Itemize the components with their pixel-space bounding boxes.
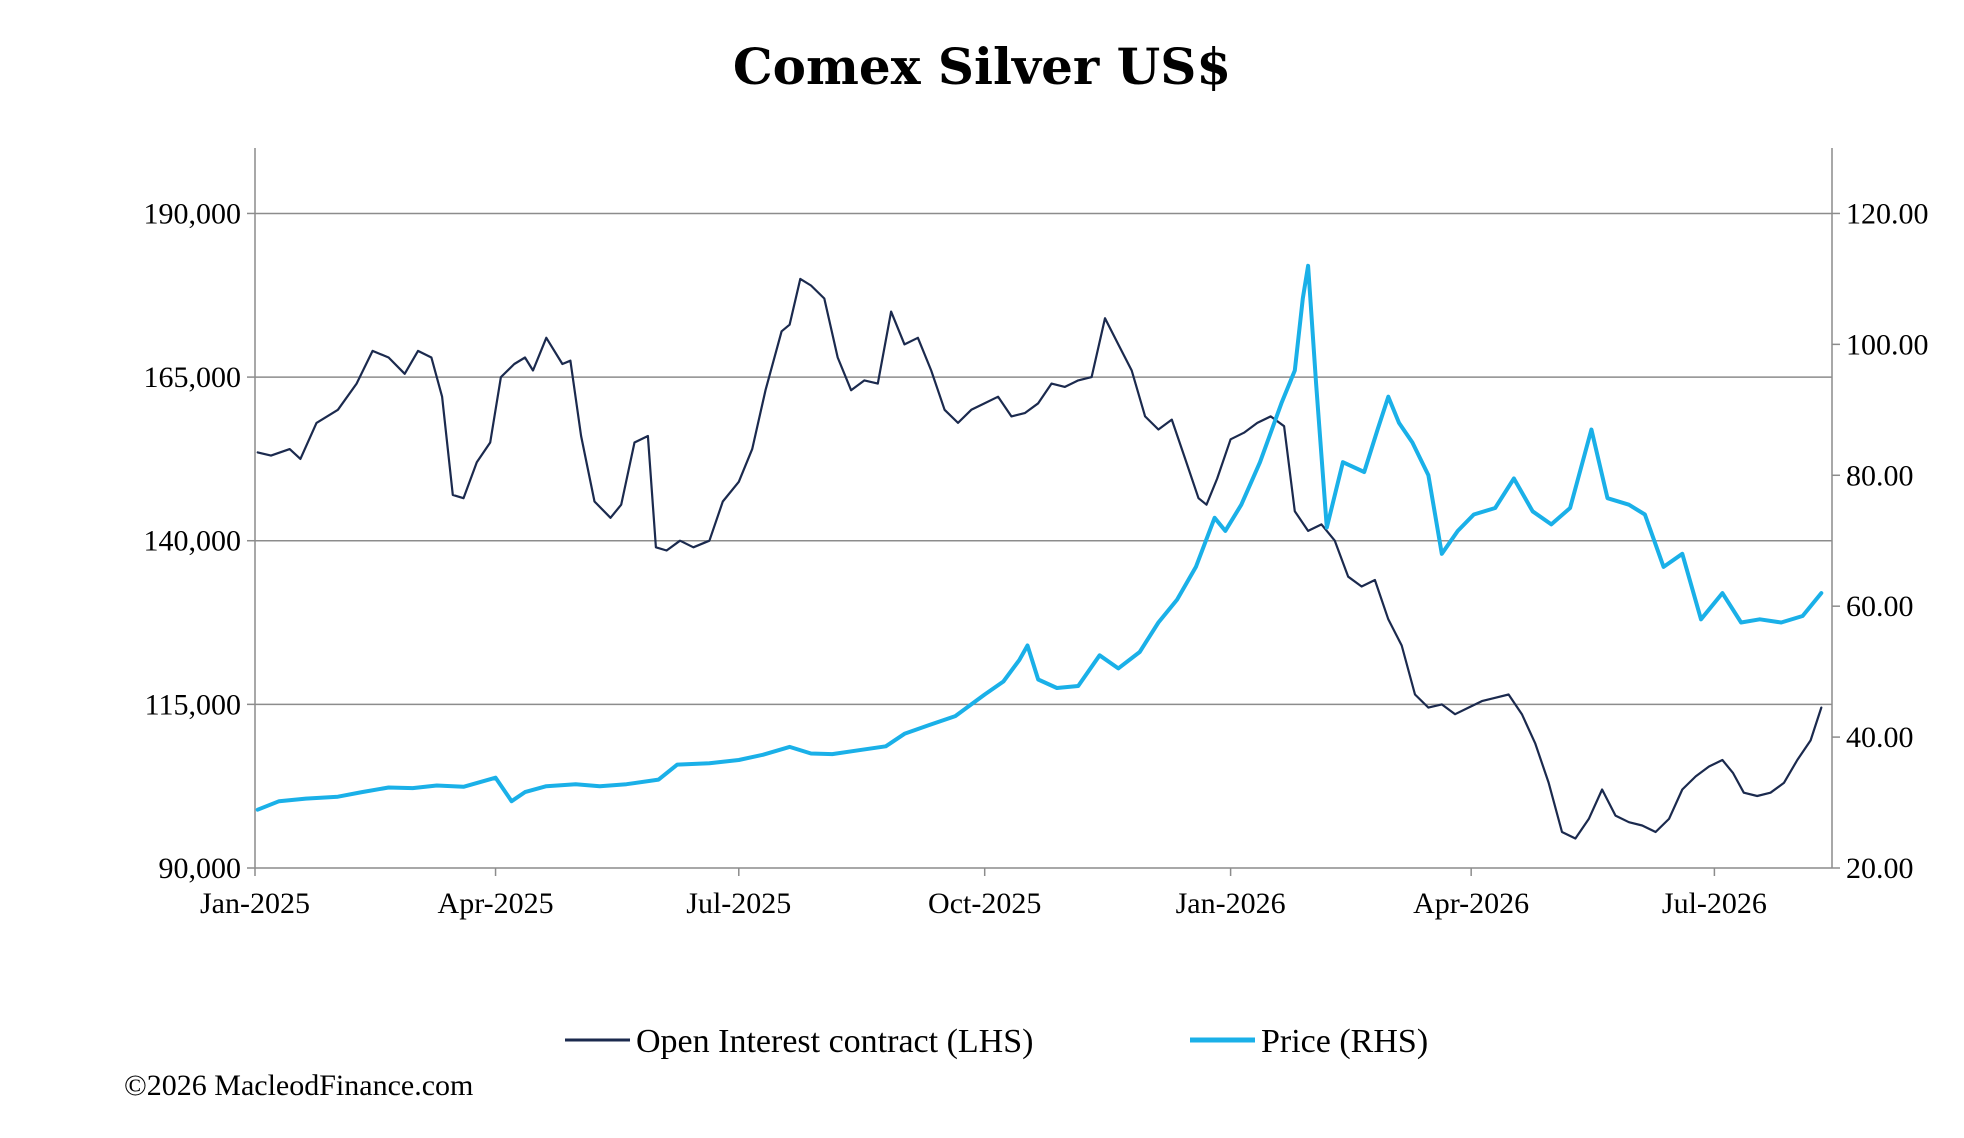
legend: Open Interest contract (LHS) Price (RHS) [565, 1023, 1428, 1060]
legend-label-open-interest: Open Interest contract (LHS) [636, 1023, 1033, 1060]
left-tick-label: 140,000 [144, 525, 242, 558]
x-tick-label: Jul-2025 [686, 887, 791, 920]
right-tick-label: 60.00 [1846, 590, 1914, 623]
axes [254, 148, 1833, 869]
right-tick-label: 80.00 [1846, 459, 1914, 492]
right-tick-label: 120.00 [1846, 197, 1929, 230]
x-axis-ticks: Jan-2025 Apr-2025 Jul-2025 Oct-2025 Jan-2026… [200, 868, 1767, 920]
right-tick-label: 40.00 [1846, 721, 1914, 754]
left-tick-label: 115,000 [145, 688, 241, 721]
gridlines [255, 212, 1832, 706]
x-tick-label: Oct-2025 [928, 887, 1041, 920]
footer-copyright: ©2026 MacleodFinance.com [124, 1069, 473, 1102]
left-tick-label: 190,000 [144, 197, 242, 230]
series-line-price [255, 263, 1824, 812]
x-tick-label: Jul-2026 [1662, 887, 1767, 920]
legend-label-price: Price (RHS) [1261, 1023, 1428, 1060]
chart-title: Comex Silver US$ [733, 37, 1231, 96]
left-tick-label: 165,000 [144, 361, 242, 394]
x-tick-label: Apr-2025 [438, 887, 554, 920]
series-line-open-interest [256, 277, 1823, 840]
right-tick-label: 100.00 [1846, 328, 1929, 361]
right-tick-label: 20.00 [1846, 852, 1914, 885]
left-tick-label: 90,000 [159, 852, 242, 885]
left-axis-ticks: 90,000 115,000 140,000 165,000 190,000 [144, 197, 255, 885]
x-tick-label: Jan-2026 [1176, 887, 1286, 920]
x-tick-label: Apr-2026 [1413, 887, 1529, 920]
series-layer [255, 263, 1824, 840]
right-axis-ticks: 20.00 40.00 60.00 80.00 100.00 120.00 [1832, 197, 1929, 885]
x-tick-label: Jan-2025 [200, 887, 310, 920]
